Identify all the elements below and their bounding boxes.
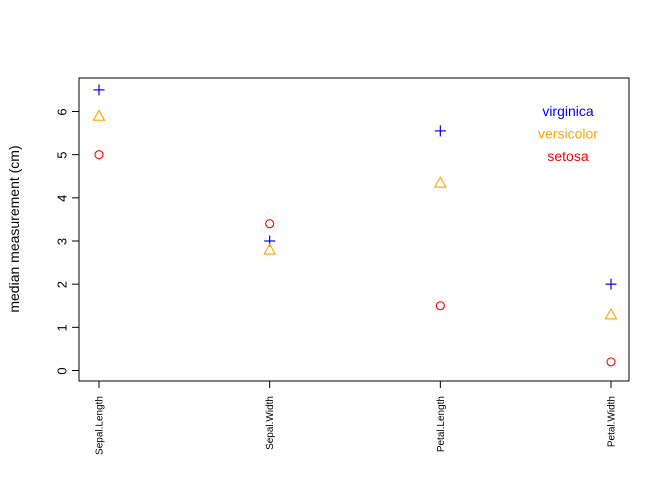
x-tick-label: Petal.Width [607, 396, 618, 447]
point-versicolor [604, 307, 618, 320]
y-tick-label: 5 [54, 152, 69, 159]
y-tick-label: 1 [54, 324, 69, 331]
legend-entry-setosa: setosa [547, 148, 588, 164]
point-setosa [606, 357, 616, 367]
point-setosa [94, 150, 104, 160]
y-tick-label: 2 [54, 281, 69, 288]
point-virginica [93, 84, 105, 96]
data-points [92, 84, 618, 367]
point-versicolor [263, 242, 277, 255]
x-tick-label: Petal.Length [436, 396, 447, 452]
point-setosa [265, 219, 275, 229]
legend: virginica versicolor setosa [538, 103, 598, 164]
x-tick-label: Sepal.Length [95, 396, 106, 455]
y-tick-label: 3 [54, 238, 69, 245]
x-tick-label: Sepal.Width [265, 396, 276, 450]
legend-entry-versicolor: versicolor [538, 126, 598, 142]
point-virginica [605, 278, 617, 290]
y-tick-label: 0 [54, 367, 69, 374]
x-axis: Sepal.Length Sepal.Width Petal.Length Petal… [95, 380, 618, 455]
legend-entry-virginica: virginica [542, 103, 594, 119]
y-tick-label: 6 [54, 108, 69, 115]
point-setosa [435, 301, 445, 311]
point-virginica [434, 125, 446, 137]
plot-frame [78, 77, 630, 382]
y-axis: 0 1 2 3 4 5 6 [54, 108, 80, 375]
y-axis-label: median measurement (cm) [6, 145, 22, 312]
point-versicolor [92, 109, 106, 121]
y-tick-label: 4 [54, 195, 69, 202]
point-versicolor [433, 176, 447, 188]
